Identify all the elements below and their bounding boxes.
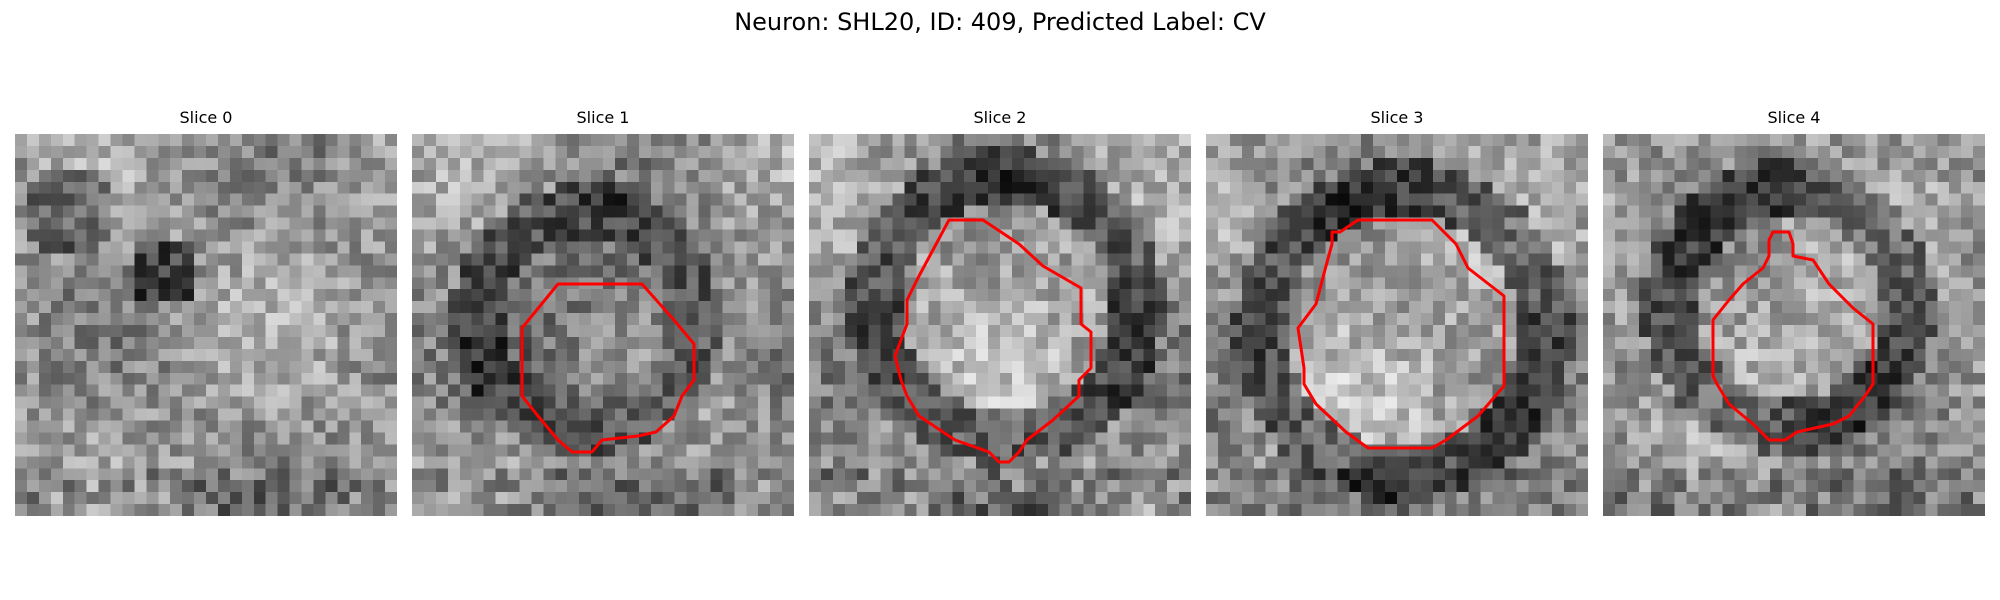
slice-title: Slice 4 — [1767, 108, 1821, 127]
roi-contour-overlay — [1296, 218, 1506, 450]
slice-image-frame — [15, 134, 397, 516]
roi-contour-overlay — [520, 282, 696, 454]
slice-panel-3: Slice 3 — [1206, 108, 1588, 516]
slice-image — [412, 134, 794, 516]
slice-image-frame — [1206, 134, 1588, 516]
roi-contour-overlay — [1711, 230, 1875, 442]
slice-title: Slice 1 — [576, 108, 630, 127]
slice-panel-2: Slice 2 — [809, 108, 1191, 516]
slice-image — [809, 134, 1191, 516]
slice-image-frame — [1603, 134, 1985, 516]
roi-contour — [1711, 230, 1875, 442]
slice-panel-4: Slice 4 — [1603, 108, 1985, 516]
slice-title: Slice 0 — [179, 108, 233, 127]
slice-image — [1603, 134, 1985, 516]
slice-panel-1: Slice 1 — [412, 108, 794, 516]
slice-panel-0: Slice 0 — [15, 108, 397, 516]
roi-contour — [1296, 218, 1506, 450]
roi-contour — [893, 218, 1093, 464]
slice-image — [15, 134, 397, 516]
roi-contour — [520, 282, 696, 454]
figure-title: Neuron: SHL20, ID: 409, Predicted Label:… — [734, 8, 1266, 36]
roi-contour-overlay — [893, 218, 1093, 464]
slice-title: Slice 3 — [1370, 108, 1424, 127]
slice-image — [1206, 134, 1588, 516]
slice-image-frame — [412, 134, 794, 516]
slice-title: Slice 2 — [973, 108, 1027, 127]
slice-image-frame — [809, 134, 1191, 516]
